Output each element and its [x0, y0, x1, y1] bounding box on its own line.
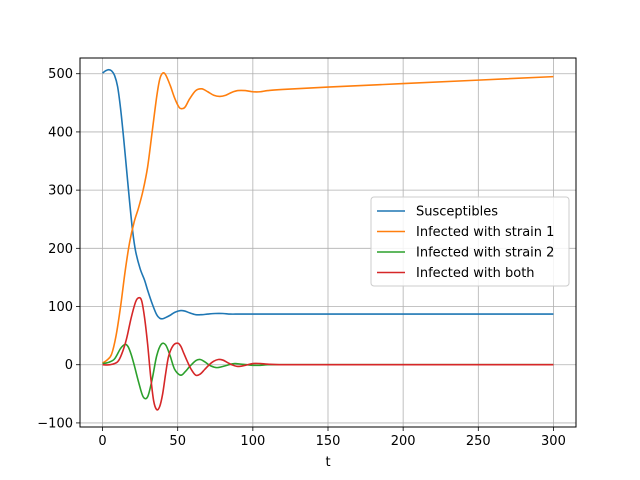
x-tick-label: 200 [391, 434, 416, 449]
series-line-4 [102, 296, 554, 411]
x-tick-label: 50 [169, 434, 186, 449]
x-axis-label: t [325, 455, 330, 470]
y-tick-label: −100 [37, 416, 73, 431]
y-tick-label: 500 [48, 67, 73, 82]
y-tick-label: 300 [48, 184, 73, 199]
x-tick-label: 100 [240, 434, 265, 449]
series-line-2 [102, 71, 554, 364]
legend-box [370, 196, 570, 287]
legend-label: Infected with both [416, 266, 535, 281]
y-tick-label: 100 [48, 300, 73, 315]
legend-label: Infected with strain 2 [416, 246, 554, 261]
x-tick-label: 150 [316, 434, 341, 449]
series-line-3 [102, 342, 554, 400]
x-tick-label: 300 [541, 434, 566, 449]
axis-ticks: 0 50 100 150 200 250 300 −100 0 100 200 300 400 500 [37, 67, 566, 449]
x-tick-label: 0 [98, 434, 106, 449]
y-tick-label: 0 [65, 358, 73, 373]
legend: Susceptibles Infected with strain 1 Infect… [370, 196, 570, 287]
series-line-1 [102, 68, 554, 320]
plot-lines [102, 68, 554, 411]
x-tick-label: 250 [466, 434, 491, 449]
legend-label: Infected with strain 1 [416, 225, 554, 240]
legend-label: Susceptibles [416, 205, 498, 220]
y-tick-label: 400 [48, 125, 73, 140]
y-tick-label: 200 [48, 242, 73, 257]
